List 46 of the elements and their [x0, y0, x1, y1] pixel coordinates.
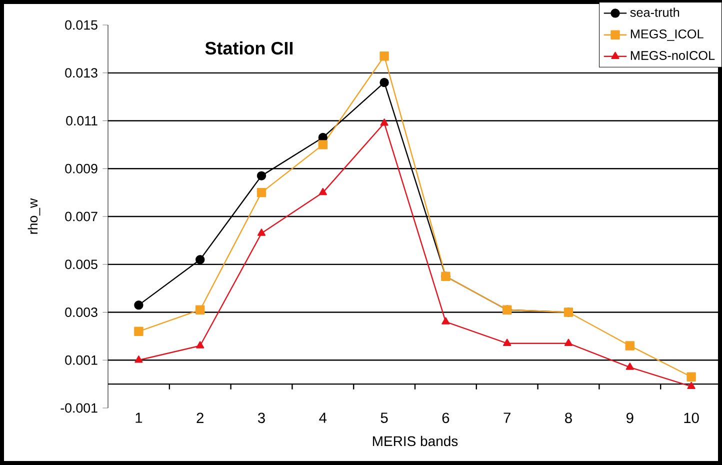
x-tick-label: 2	[196, 412, 204, 423]
y-axis-title: rho_w	[28, 198, 40, 234]
x-tick-label: 5	[380, 412, 388, 423]
point	[625, 341, 634, 350]
point	[626, 362, 634, 370]
y-tick-label: 0.011	[66, 116, 98, 126]
point	[196, 254, 205, 264]
x-tick-label: 3	[258, 412, 265, 424]
point	[256, 188, 266, 198]
x-tick-label: 8	[565, 412, 572, 424]
point	[196, 305, 205, 314]
point	[134, 356, 143, 363]
point	[380, 78, 389, 88]
x-tick-label: 9	[626, 412, 634, 424]
y-tick-label: 0.003	[65, 308, 98, 317]
y-tick-label: -0.001	[60, 403, 98, 413]
point	[318, 140, 328, 150]
point	[256, 171, 266, 180]
x-tick-label: 7	[504, 412, 510, 423]
y-tick-label: 0.007	[65, 212, 98, 222]
point	[380, 118, 388, 126]
legend-label: MEGS-noICOL	[630, 50, 715, 60]
point	[134, 326, 144, 336]
y-tick-label: 0.013	[65, 68, 98, 78]
point	[564, 338, 573, 346]
point	[380, 52, 389, 61]
y-tick-label: 0.009	[65, 164, 98, 174]
x-tick-label: 1	[136, 412, 142, 423]
y-tick-label: 0.015	[65, 20, 98, 30]
point	[503, 338, 512, 346]
point	[257, 228, 266, 236]
y-tick-label: 0.005	[65, 260, 98, 270]
point	[442, 317, 450, 324]
point	[318, 188, 327, 196]
x-tick-label: 4	[319, 412, 327, 423]
text: Station CII	[205, 41, 293, 55]
point	[687, 382, 696, 390]
x-tick-label: 10	[684, 412, 699, 424]
point	[196, 341, 204, 348]
point	[686, 372, 696, 382]
legend-label: MEGS_ICOL	[630, 29, 704, 41]
point	[134, 300, 144, 310]
y-tick-label: 0.001	[65, 355, 98, 365]
x-tick-label: 6	[442, 412, 450, 424]
legend-label: sea-truth	[630, 8, 680, 17]
x-axis-title: MERIS bands	[372, 436, 458, 446]
